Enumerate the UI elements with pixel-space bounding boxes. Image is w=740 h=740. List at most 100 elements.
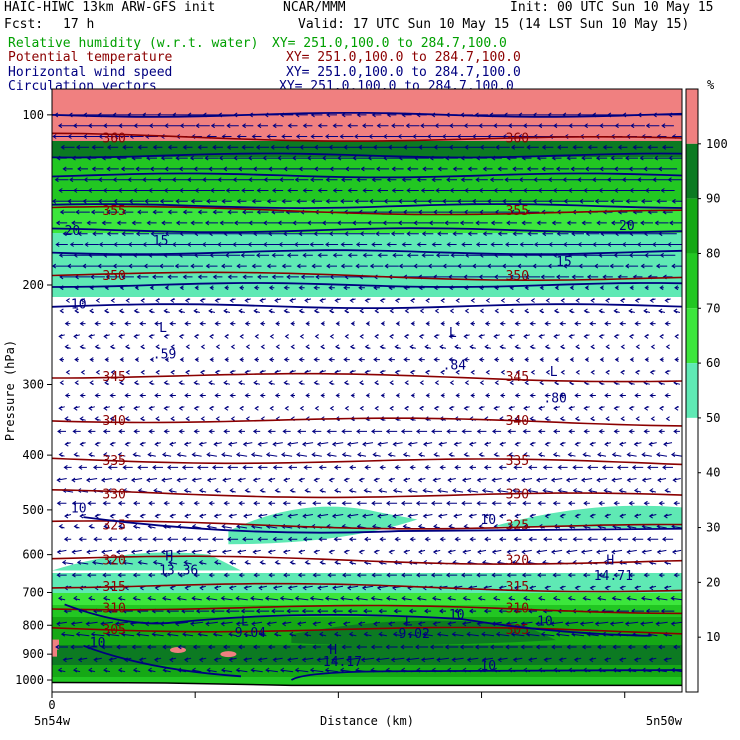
circulation-vector (476, 428, 487, 434)
circulation-vector (114, 621, 129, 627)
circulation-vector (359, 231, 376, 237)
circulation-vector (463, 209, 482, 215)
circulation-vector (461, 500, 472, 506)
circulation-vector (523, 452, 530, 458)
circulation-vector (401, 242, 412, 247)
rh-patch-east (493, 505, 682, 529)
circulation-vector (357, 621, 366, 627)
circulation-vector (554, 357, 559, 363)
circulation-vector (565, 549, 578, 555)
circulation-vector (481, 488, 494, 493)
circulation-vector (122, 464, 133, 470)
circulation-vector (420, 188, 435, 193)
circulation-vector (347, 252, 358, 258)
circulation-vector (379, 344, 386, 350)
circulation-vector (656, 452, 668, 458)
circulation-vector (290, 344, 295, 350)
circulation-vector (210, 608, 225, 614)
circulation-vector (73, 523, 80, 529)
circulation-vector (100, 477, 113, 483)
circulation-vector (392, 513, 403, 519)
circulation-vector (328, 549, 335, 555)
circulation-vector (137, 209, 148, 215)
circulation-vector (184, 393, 191, 398)
circulation-vector (655, 263, 668, 269)
circulation-vector (433, 333, 440, 339)
circulation-vector (221, 549, 232, 555)
circulation-vector (451, 631, 464, 637)
circulation-vector (643, 405, 650, 411)
circulation-vector (227, 464, 238, 470)
circulation-vector (144, 198, 159, 204)
circulation-vector (394, 344, 401, 350)
circulation-vector (128, 263, 145, 269)
circulation-vector (491, 477, 502, 483)
circulation-vector (535, 644, 548, 650)
circulation-vector (439, 536, 446, 542)
circulation-vector (228, 513, 237, 519)
circulation-vector (659, 333, 665, 339)
circulation-vector (298, 308, 305, 314)
circulation-vector (317, 585, 328, 591)
circulation-vector (484, 344, 491, 350)
circulation-vector (509, 380, 514, 386)
circulation-vector (259, 488, 266, 493)
circulation-vector (117, 667, 126, 673)
circulation-vector (394, 369, 401, 375)
circulation-vector (176, 595, 187, 601)
circulation-vector (422, 513, 433, 519)
circulation-vector (148, 405, 155, 411)
circulation-vector (541, 166, 554, 172)
valid-time: Valid: 17 UTC Sun 10 May 15 (14 LST Sun … (298, 17, 690, 32)
circulation-vector (104, 357, 109, 363)
circulation-vector (550, 477, 563, 483)
circulation-vector (198, 559, 207, 565)
circulation-vector (602, 274, 613, 280)
circulation-vector (459, 220, 474, 226)
circulation-vector (204, 155, 219, 161)
circulation-vector (393, 608, 402, 614)
wind-speed-label: 10 (449, 608, 465, 623)
circulation-vector (663, 441, 673, 447)
circulation-vector (310, 177, 323, 183)
circulation-vector (112, 263, 131, 269)
circulation-vector (613, 500, 620, 506)
field-name-rh: Relative humidity (w.r.t. water) (8, 36, 259, 51)
circulation-vector (127, 242, 146, 247)
circulation-vector (199, 298, 206, 303)
circulation-vector (253, 285, 260, 291)
circulation-vector (371, 500, 382, 506)
circulation-vector (659, 252, 676, 258)
circulation-vector (243, 631, 252, 637)
circulation-vector (324, 242, 339, 247)
circulation-vector (616, 536, 629, 542)
circulation-vector (557, 464, 568, 470)
circulation-vector (633, 441, 642, 447)
circulation-vector (153, 488, 163, 493)
circulation-vector (79, 321, 86, 327)
circulation-vector (164, 285, 169, 291)
circulation-vector (660, 188, 675, 193)
circulation-vector (389, 405, 394, 411)
circulation-vector (122, 144, 133, 150)
wind-speed-label: 15 (556, 255, 572, 270)
colorbar-bin (686, 89, 698, 144)
circulation-vector (535, 477, 548, 483)
circulation-vector (86, 220, 97, 226)
circulation-vector (298, 549, 306, 555)
circulation-vector (437, 513, 448, 519)
circulation-vector (241, 209, 254, 215)
circulation-vector (618, 441, 627, 447)
circulation-vector (644, 333, 650, 339)
circulation-vector (550, 549, 563, 555)
circulation-vector (149, 285, 154, 291)
circulation-vector (527, 464, 538, 470)
circulation-vector (214, 488, 221, 493)
wind-speed-label: 20 (65, 224, 81, 239)
circulation-vector (198, 441, 207, 447)
circulation-vector (523, 333, 531, 339)
circulation-vector (333, 631, 342, 637)
y-tick-label: 900 (22, 647, 44, 661)
circulation-vector (163, 308, 170, 314)
circulation-vector (559, 321, 566, 327)
